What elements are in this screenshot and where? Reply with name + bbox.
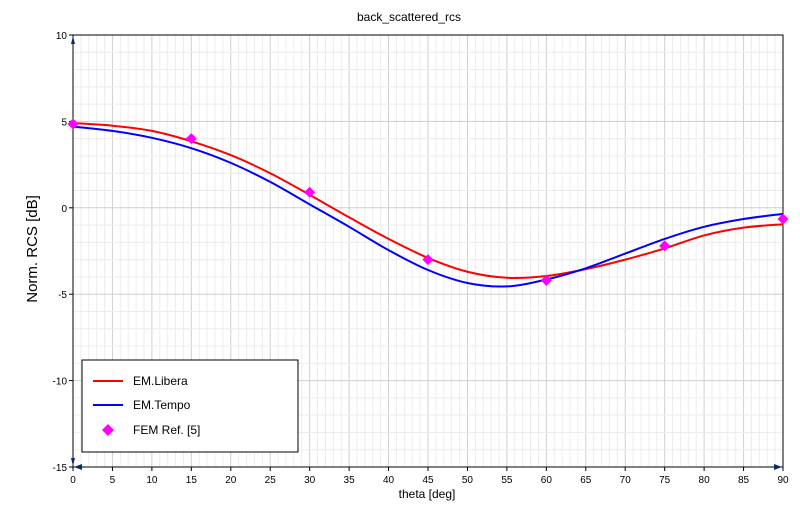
series-marker: [777, 213, 789, 225]
x-tick-label: 5: [110, 475, 116, 486]
series-marker: [659, 240, 671, 252]
y-axis-top-handle-icon[interactable]: [71, 36, 75, 44]
x-tick-label: 20: [225, 475, 237, 486]
x-tick-label: 80: [699, 475, 711, 486]
x-tick-label: 0: [70, 475, 76, 486]
x-tick-label: 90: [777, 475, 789, 486]
x-tick-label: 65: [580, 475, 592, 486]
series-marker: [540, 274, 552, 286]
x-tick-label: 85: [738, 475, 750, 486]
x-tick-label: 75: [659, 475, 671, 486]
y-axis-bottom-handle-icon[interactable]: [71, 458, 75, 466]
series-marker: [67, 118, 79, 130]
ticks: 0 5 10 15 20 25 30 35 40 45 50 55 60 65 70 75 80 85 901050…: [53, 31, 789, 486]
x-tick-label: 10: [146, 475, 158, 486]
legend-label-0: EM.Libera: [133, 374, 188, 388]
x-tick-label: 45: [422, 475, 434, 486]
legend-label-1: EM.Tempo: [133, 398, 191, 412]
y-tick-label: -5: [58, 290, 67, 301]
series-line-1: [72, 125, 784, 288]
y-tick-label: -15: [53, 463, 68, 474]
x-tick-label: 25: [265, 475, 277, 486]
x-tick-label: 55: [501, 475, 513, 486]
legend-label-2: FEM Ref. [5]: [133, 423, 200, 437]
series-marker: [422, 254, 434, 266]
series-marker: [304, 186, 316, 198]
x-tick-label: 70: [620, 475, 632, 486]
x-tick-label: 50: [462, 475, 474, 486]
legend: EM.Libera EM.Tempo FEM Ref. [5]: [81, 359, 299, 453]
x-tick-label: 60: [541, 475, 553, 486]
x-axis-left-handle-icon[interactable]: [74, 464, 82, 470]
series-group: [67, 118, 789, 288]
legend-swatch-2: [102, 424, 114, 436]
chart-title: back_scattered_rcs: [357, 10, 461, 24]
y-tick-label: 5: [61, 117, 67, 128]
series-marker: [185, 133, 197, 145]
y-tick-label: 0: [61, 204, 67, 215]
x-tick-label: 15: [186, 475, 198, 486]
x-tick-label: 35: [344, 475, 356, 486]
y-tick-label: 10: [56, 31, 68, 42]
x-tick-label: 40: [383, 475, 395, 486]
x-axis-right-handle-icon[interactable]: [774, 464, 782, 470]
x-axis-label: theta [deg]: [399, 487, 456, 501]
y-tick-label: -10: [53, 377, 68, 388]
x-tick-label: 30: [304, 475, 316, 486]
axis-handles: [71, 36, 782, 470]
y-axis-label: Norm. RCS [dB]: [24, 195, 41, 303]
